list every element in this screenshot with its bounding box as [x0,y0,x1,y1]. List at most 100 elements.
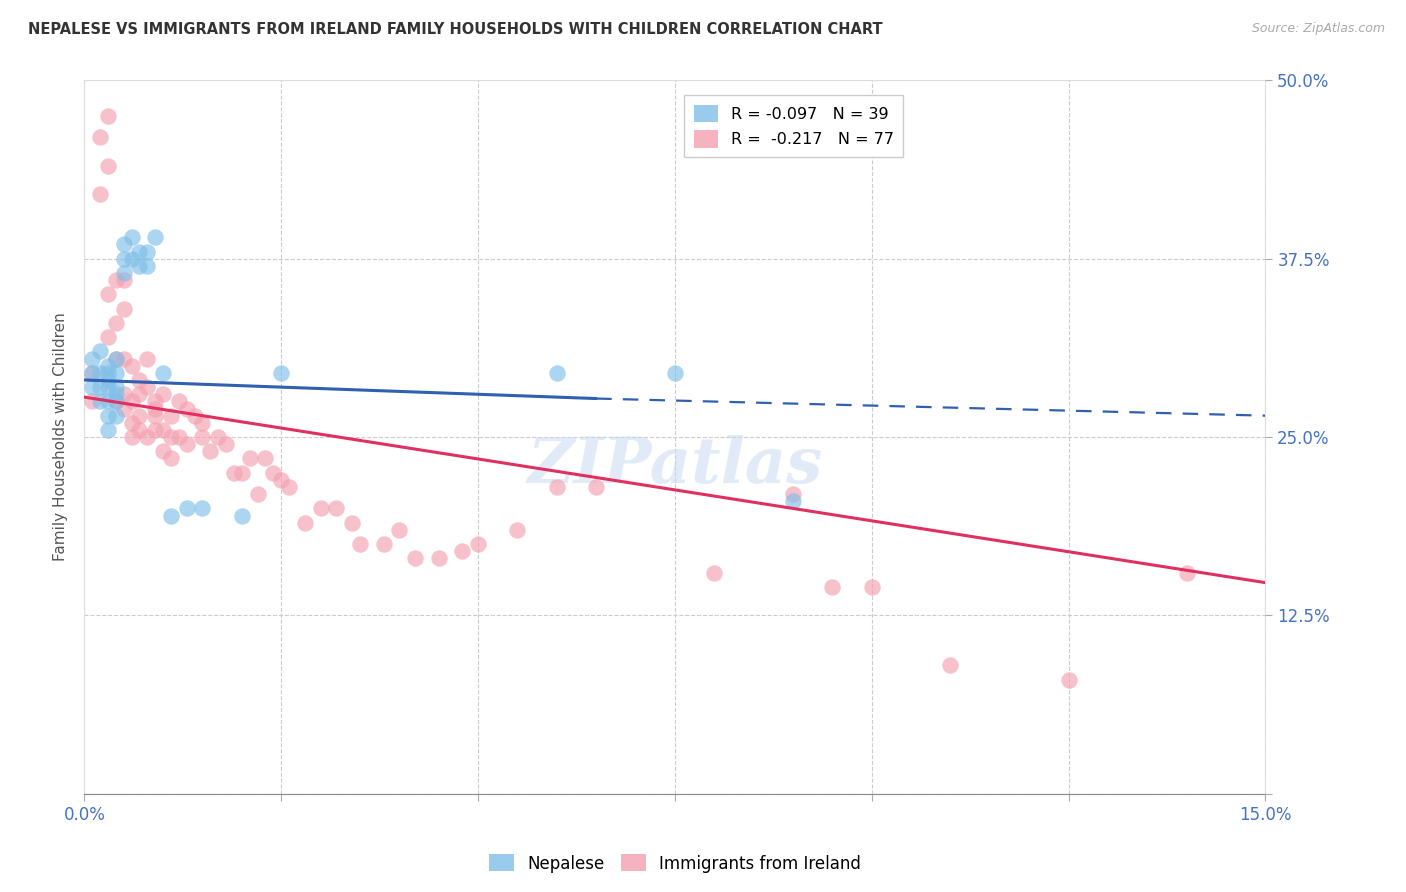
Text: ZIPatlas: ZIPatlas [527,435,823,496]
Y-axis label: Family Households with Children: Family Households with Children [53,313,69,561]
Point [97,423,120,437]
Point [222,466,245,480]
Point [89,394,111,409]
Point [152,423,174,437]
Point [152,444,174,458]
Point [104,394,127,409]
Point [121,394,143,409]
Point [82,351,104,366]
Point [112,237,135,252]
Point [104,273,127,287]
Point [136,380,159,394]
Point [121,252,143,266]
Point [664,366,686,380]
Point [325,501,347,516]
Point [97,366,120,380]
Point [112,252,135,266]
Point [143,401,166,416]
Point [97,409,120,423]
Point [373,537,395,551]
Point [128,423,150,437]
Point [104,366,127,380]
Point [82,366,104,380]
Point [160,451,183,466]
Point [191,416,214,430]
Point [270,473,292,487]
Point [136,351,159,366]
Point [191,430,214,444]
Point [467,537,489,551]
Point [97,287,120,301]
Point [121,416,143,430]
Point [128,259,150,273]
Point [703,566,725,580]
Point [104,380,127,394]
Point [143,409,166,423]
Point [207,430,229,444]
Legend: R = -0.097   N = 39, R =  -0.217   N = 77: R = -0.097 N = 39, R = -0.217 N = 77 [685,95,903,157]
Point [112,273,135,287]
Point [294,516,316,530]
Point [112,266,135,280]
Point [404,551,426,566]
Point [136,430,159,444]
Point [1057,673,1080,687]
Point [340,516,363,530]
Legend: Nepalese, Immigrants from Ireland: Nepalese, Immigrants from Ireland [482,847,868,880]
Point [143,230,166,244]
Point [176,501,198,516]
Point [254,451,277,466]
Point [200,444,222,458]
Point [860,580,883,594]
Point [349,537,371,551]
Point [585,480,607,494]
Point [136,244,159,259]
Point [82,380,104,394]
Point [176,437,198,451]
Point [782,494,804,508]
Point [112,301,135,316]
Point [239,451,262,466]
Point [89,366,111,380]
Point [152,366,174,380]
Point [104,387,127,401]
Text: Source: ZipAtlas.com: Source: ZipAtlas.com [1251,22,1385,36]
Point [89,344,111,359]
Point [278,480,301,494]
Point [128,244,150,259]
Point [821,580,844,594]
Text: NEPALESE VS IMMIGRANTS FROM IRELAND FAMILY HOUSEHOLDS WITH CHILDREN CORRELATION : NEPALESE VS IMMIGRANTS FROM IRELAND FAMI… [28,22,883,37]
Point [427,551,450,566]
Point [1175,566,1198,580]
Point [191,501,214,516]
Point [246,487,269,501]
Point [183,409,205,423]
Point [104,394,127,409]
Point [97,159,120,173]
Point [104,316,127,330]
Point [451,544,474,558]
Point [82,366,104,380]
Point [167,430,190,444]
Point [89,380,111,394]
Point [262,466,284,480]
Point [89,187,111,202]
Point [546,480,568,494]
Point [104,351,127,366]
Point [231,466,253,480]
Point [121,230,143,244]
Point [104,351,127,366]
Point [112,387,135,401]
Point [121,430,143,444]
Point [160,430,183,444]
Point [112,401,135,416]
Point [82,394,104,409]
Point [160,508,183,523]
Point [152,387,174,401]
Point [89,130,111,145]
Point [97,373,120,387]
Point [143,394,166,409]
Point [97,380,120,394]
Point [143,423,166,437]
Point [215,437,238,451]
